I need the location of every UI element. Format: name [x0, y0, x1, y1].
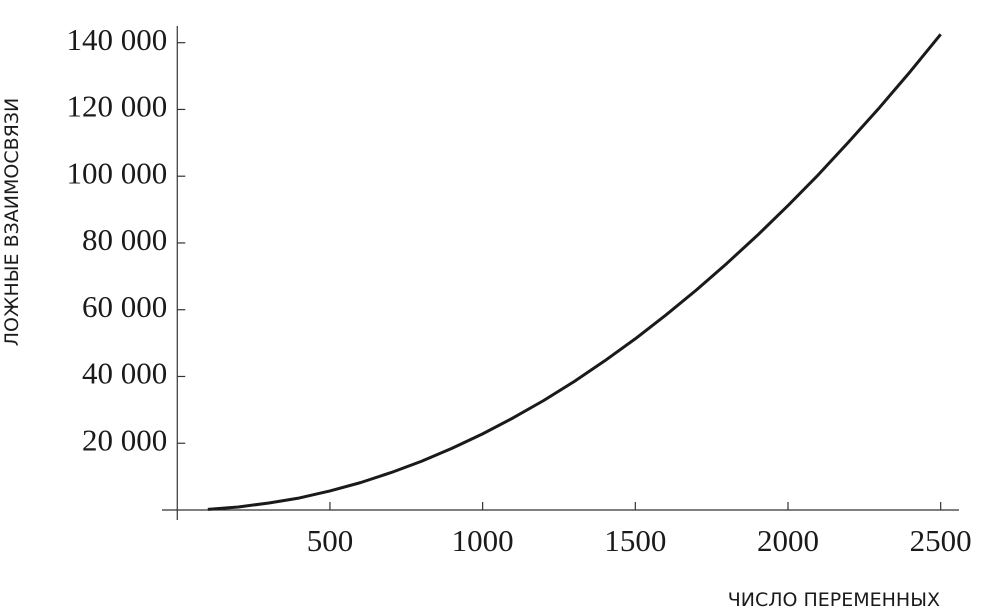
y-tick-label: 20 000 — [82, 422, 167, 457]
data-line — [207, 33, 942, 511]
x-tick-label: 2000 — [757, 523, 819, 558]
y-tick-label: 100 000 — [67, 155, 168, 190]
y-tick-label: 120 000 — [67, 89, 168, 124]
x-tick-label: 1000 — [452, 523, 514, 558]
x-tick-label: 1500 — [604, 523, 666, 558]
y-tick-label: 60 000 — [82, 289, 167, 324]
y-axis-label: ЛОЖНЫЕ ВЗАИМОСВЯЗИ — [1, 98, 23, 346]
y-tick-label: 80 000 — [82, 222, 167, 257]
y-tick-label: 140 000 — [67, 22, 168, 57]
y-tick-label: 40 000 — [82, 356, 167, 391]
x-tick-label: 500 — [307, 523, 354, 558]
x-axis-label: ЧИСЛО ПЕРЕМЕННЫХ — [728, 589, 940, 607]
x-tick-label: 2500 — [910, 523, 972, 558]
